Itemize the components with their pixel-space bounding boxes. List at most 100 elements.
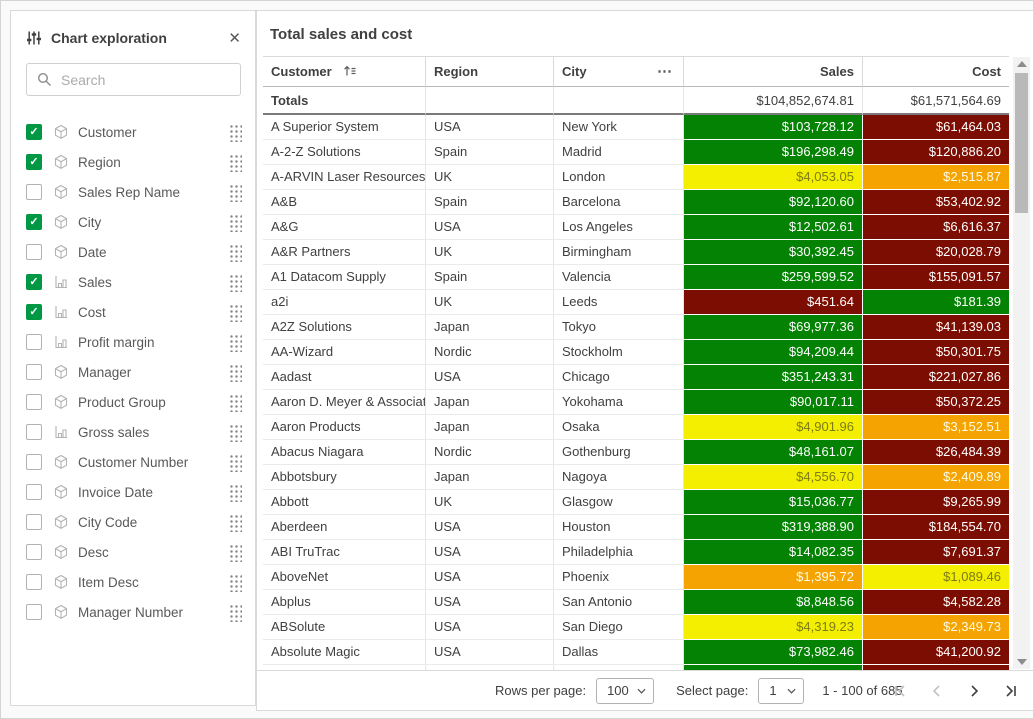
cell-city[interactable]: Dallas [554,640,684,665]
field-checkbox[interactable]: ✓ [26,574,42,590]
field-checkbox[interactable]: ✓ [26,244,42,260]
column-header-sales[interactable]: Sales [684,57,863,87]
drag-handle-icon[interactable] [228,542,242,562]
field-list-item[interactable]: ✓ Cost [11,297,255,327]
cell-city[interactable]: Madrid [554,140,684,165]
cell-city[interactable]: Yokohama [554,390,684,415]
cell-customer[interactable]: A Superior System [263,115,426,140]
cell-city[interactable]: New York [554,115,684,140]
cell-city[interactable]: San Diego [554,615,684,640]
cell-region[interactable]: USA [426,540,554,565]
drag-handle-icon[interactable] [228,152,242,172]
field-list-item[interactable]: ✓ Date [11,237,255,267]
column-menu-icon[interactable]: ⋯ [657,63,673,80]
field-list-item[interactable]: ✓ Manager Number [11,597,255,627]
field-checkbox[interactable]: ✓ [26,424,42,440]
cell-customer[interactable]: A-2-Z Solutions [263,140,426,165]
cell-region[interactable]: UK [426,240,554,265]
drag-handle-icon[interactable] [228,572,242,592]
last-page-button[interactable] [1003,683,1019,699]
search-input[interactable] [61,71,242,88]
cell-customer[interactable]: ABSolute [263,615,426,640]
field-checkbox[interactable]: ✓ [26,394,42,410]
field-list-item[interactable]: ✓ Region [11,147,255,177]
field-checkbox[interactable]: ✓ [26,364,42,380]
rows-per-page-select[interactable]: 100 [596,677,655,704]
field-checkbox[interactable]: ✓ [26,544,42,560]
scroll-down-icon[interactable] [1013,655,1030,669]
cell-city[interactable]: Leeds [554,290,684,315]
field-list-item[interactable]: ✓ Profit margin [11,327,255,357]
cell-region[interactable]: UK [426,290,554,315]
field-list-item[interactable]: ✓ Sales Rep Name [11,177,255,207]
field-list-item[interactable]: ✓ Sales [11,267,255,297]
cell-region[interactable]: Japan [426,390,554,415]
drag-handle-icon[interactable] [228,122,242,142]
cell-city[interactable]: San Antonio [554,590,684,615]
drag-handle-icon[interactable] [228,182,242,202]
cell-city[interactable]: Nagoya [554,465,684,490]
vertical-scrollbar[interactable] [1013,57,1030,669]
close-icon[interactable]: ✕ [228,29,241,47]
drag-handle-icon[interactable] [228,602,242,622]
field-checkbox[interactable]: ✓ [26,274,42,290]
cell-region[interactable]: Spain [426,265,554,290]
previous-page-button[interactable] [929,683,945,699]
cell-customer[interactable]: Absolute Magic [263,640,426,665]
column-header-cost[interactable]: Cost [863,57,1009,87]
cell-customer[interactable]: Abplus [263,590,426,615]
cell-region[interactable]: USA [426,615,554,640]
cell-region[interactable]: Japan [426,415,554,440]
field-checkbox[interactable]: ✓ [26,154,42,170]
field-checkbox[interactable]: ✓ [26,454,42,470]
scroll-up-icon[interactable] [1013,57,1030,71]
cell-region[interactable]: Japan [426,465,554,490]
cell-customer[interactable]: A1 Datacom Supply [263,265,426,290]
drag-handle-icon[interactable] [228,302,242,322]
cell-customer[interactable]: a2i [263,290,426,315]
cell-region[interactable]: USA [426,640,554,665]
cell-customer[interactable]: A&G [263,215,426,240]
cell-region[interactable]: Japan [426,315,554,340]
drag-handle-icon[interactable] [228,362,242,382]
cell-city[interactable]: Los Angeles [554,215,684,240]
cell-region[interactable]: USA [426,115,554,140]
field-list-item[interactable]: ✓ Invoice Date [11,477,255,507]
cell-customer[interactable]: Aadast [263,365,426,390]
cell-customer[interactable]: Abacus Niagara [263,440,426,465]
field-checkbox[interactable]: ✓ [26,514,42,530]
drag-handle-icon[interactable] [228,212,242,232]
cell-city[interactable]: Valencia [554,265,684,290]
field-list-item[interactable]: ✓ Desc [11,537,255,567]
cell-region[interactable]: UK [426,165,554,190]
cell-city[interactable]: London [554,165,684,190]
cell-customer[interactable]: Aaron Products [263,415,426,440]
cell-city[interactable]: Birmingham [554,240,684,265]
drag-handle-icon[interactable] [228,482,242,502]
drag-handle-icon[interactable] [228,272,242,292]
select-page-select[interactable]: 1 [758,677,805,704]
cell-customer[interactable]: AA-Wizard [263,340,426,365]
cell-region[interactable]: Spain [426,190,554,215]
column-header-region[interactable]: Region [426,57,554,87]
cell-city[interactable]: Phoenix [554,565,684,590]
field-list-item[interactable]: ✓ Item Desc [11,567,255,597]
drag-handle-icon[interactable] [228,512,242,532]
cell-region[interactable]: USA [426,565,554,590]
field-checkbox[interactable]: ✓ [26,604,42,620]
cell-city[interactable]: Osaka [554,415,684,440]
drag-handle-icon[interactable] [228,452,242,472]
field-checkbox[interactable]: ✓ [26,304,42,320]
cell-customer[interactable]: Abbotsbury [263,465,426,490]
column-header-city[interactable]: City ⋯ [554,57,684,87]
field-list-item[interactable]: ✓ Customer Number [11,447,255,477]
column-header-customer[interactable]: Customer [263,57,426,87]
cell-region[interactable]: UK [426,490,554,515]
cell-customer[interactable]: Aaron D. Meyer & Associates [263,390,426,415]
drag-handle-icon[interactable] [228,392,242,412]
drag-handle-icon[interactable] [228,242,242,262]
field-checkbox[interactable]: ✓ [26,484,42,500]
drag-handle-icon[interactable] [228,332,242,352]
cell-city[interactable]: Philadelphia [554,540,684,565]
cell-region[interactable]: Nordic [426,440,554,465]
